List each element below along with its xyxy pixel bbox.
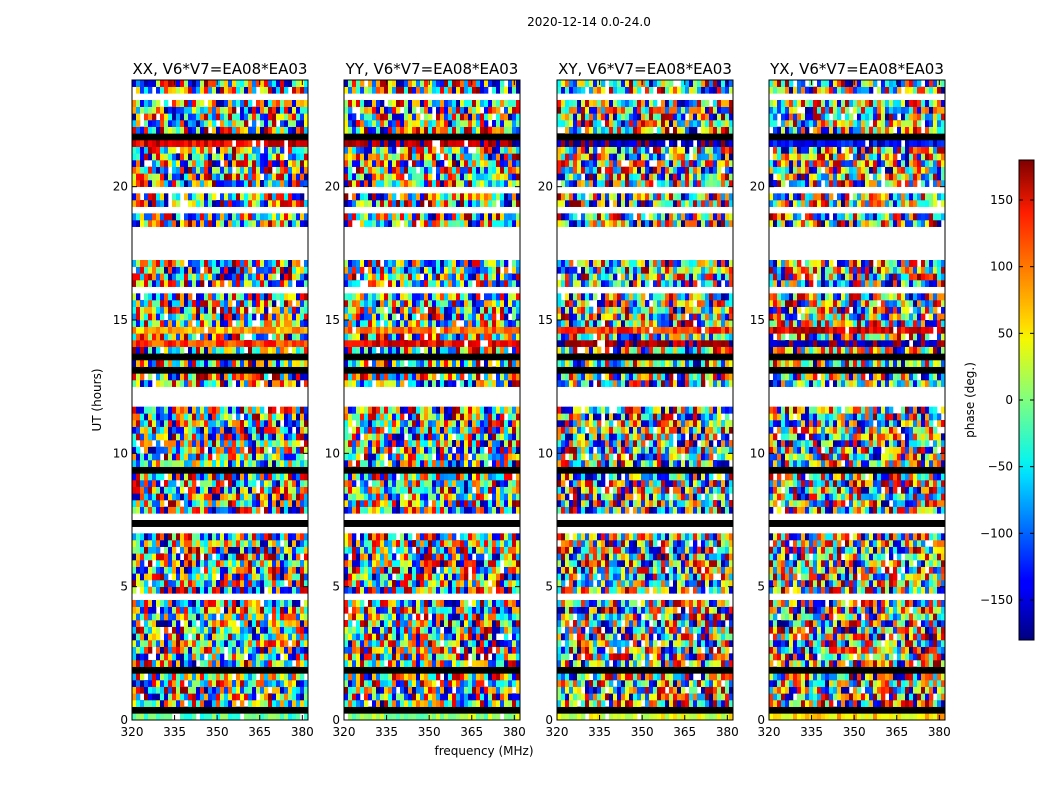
phase-heatmap [769,80,946,721]
colorbar-tick-label: 0 [1005,393,1013,407]
y-tick-label: 10 [538,446,553,460]
colorbar-tick-label: −50 [988,460,1013,474]
y-tick-label: 5 [120,580,128,594]
x-tick-label: 320 [758,725,781,739]
phase-heatmap [344,80,521,721]
panel-4: YX, V6*V7=EA08*EA03 320 335 350 365 380 0 5 10 15… [750,60,951,739]
x-tick-label: 320 [333,725,356,739]
colorbar-label: phase (deg.) [963,362,977,438]
y-tick-label: 10 [750,446,765,460]
y-tick-label: 10 [325,446,340,460]
panels-group: XX, V6*V7=EA08*EA03 320 335 350 365 380 0 5 10 15… [113,60,951,739]
colorbar-tick-label: 50 [998,326,1013,340]
y-tick-label: 15 [538,313,553,327]
colorbar: 150 100 50 0 −50 −100 −150 phase (deg.) [963,159,1035,641]
y-tick-label: 5 [757,580,765,594]
y-tick-label: 5 [545,580,553,594]
y-tick-label: 0 [120,713,128,727]
x-tick-label: 320 [546,725,569,739]
panel-1: XX, V6*V7=EA08*EA03 320 335 350 365 380 0 5 10 15… [113,60,314,739]
panel-2: YY, V6*V7=EA08*EA03 320 335 350 365 380 0 5 10 15… [325,60,526,739]
y-tick-label: 15 [750,313,765,327]
panel-frame [343,79,521,721]
panel-title: XY, V6*V7=EA08*EA03 [558,60,732,78]
x-tick-label: 365 [460,725,483,739]
phase-heatmap [557,80,734,721]
y-axis-label: UT (hours) [90,368,104,431]
x-tick-label: 365 [248,725,271,739]
x-tick-label: 335 [588,725,611,739]
x-tick-label: 365 [885,725,908,739]
y-tick-label: 10 [113,446,128,460]
x-tick-label: 350 [206,725,229,739]
y-tick-label: 0 [332,713,340,727]
colorbar-tick-label: −100 [980,526,1013,540]
colorbar-tick-label: 150 [990,193,1013,207]
panel-title: YX, V6*V7=EA08*EA03 [769,60,944,78]
x-tick-label: 335 [163,725,186,739]
x-tick-label: 380 [716,725,739,739]
panel-title: XX, V6*V7=EA08*EA03 [133,60,308,78]
colorbar-tick-label: 100 [990,260,1013,274]
panel-frame [131,79,309,721]
x-tick-label: 350 [843,725,866,739]
x-tick-label: 350 [631,725,654,739]
panel-frame [556,79,734,721]
x-tick-label: 320 [121,725,144,739]
x-tick-label: 365 [673,725,696,739]
y-tick-label: 15 [113,313,128,327]
panel-3: XY, V6*V7=EA08*EA03 320 335 350 365 380 0 5 10 15… [538,60,739,739]
figure-suptitle: 2020-12-14 0.0-24.0 [527,15,651,29]
panel-frame [768,79,946,721]
panel-title: YY, V6*V7=EA08*EA03 [345,60,519,78]
x-axis-label: frequency (MHz) [434,744,533,758]
y-tick-label: 0 [545,713,553,727]
x-tick-label: 380 [291,725,314,739]
y-tick-label: 0 [757,713,765,727]
x-tick-label: 350 [418,725,441,739]
y-tick-label: 20 [538,180,553,194]
y-tick-label: 15 [325,313,340,327]
y-tick-label: 20 [750,180,765,194]
x-tick-label: 335 [800,725,823,739]
x-tick-label: 380 [503,725,526,739]
y-tick-label: 5 [332,580,340,594]
colorbar-tick-label: −150 [980,593,1013,607]
y-tick-label: 20 [113,180,128,194]
x-tick-label: 380 [928,725,951,739]
colorbar-ticks: 150 100 50 0 −50 −100 −150 [980,193,1034,607]
y-tick-label: 20 [325,180,340,194]
x-tick-label: 335 [375,725,398,739]
phase-heatmap [132,80,309,721]
